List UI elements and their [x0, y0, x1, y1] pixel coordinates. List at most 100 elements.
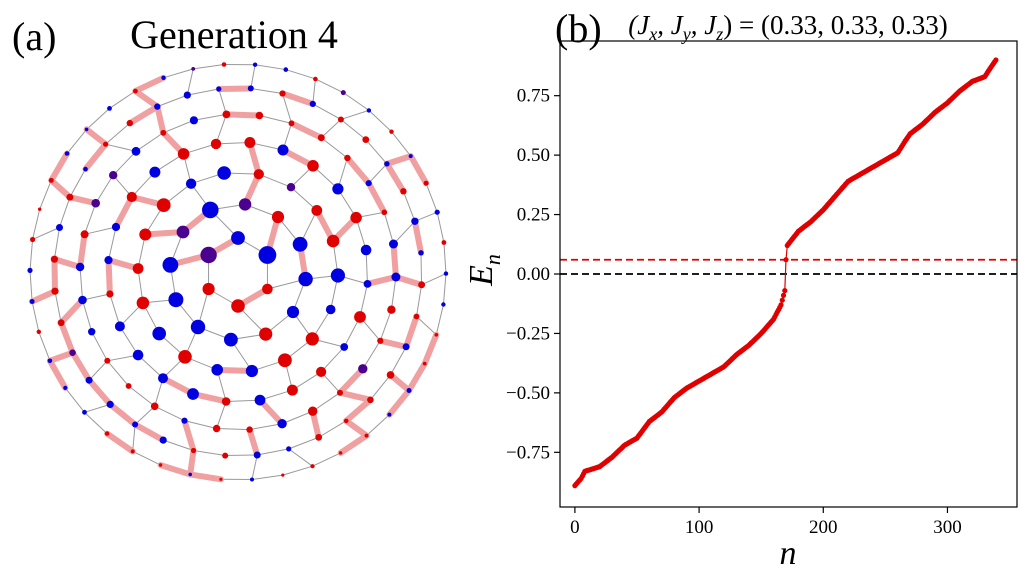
lattice-site	[389, 239, 398, 249]
bond	[135, 132, 164, 152]
bond	[187, 88, 219, 96]
lattice-site	[176, 225, 190, 239]
lattice-site	[190, 447, 197, 454]
bond	[281, 410, 313, 425]
bond	[259, 114, 292, 124]
highlight-bond	[48, 150, 71, 184]
lattice-site	[27, 267, 33, 273]
lattice-site	[181, 417, 188, 424]
highlight-bond	[104, 430, 136, 455]
lattice-site	[210, 138, 222, 150]
lattice-site	[133, 88, 138, 94]
highlight-bond	[29, 288, 59, 305]
lattice-site	[222, 452, 229, 459]
lattice-site	[114, 321, 125, 332]
panel-a-label: (a)	[12, 14, 56, 59]
bond	[343, 92, 370, 111]
lattice-highlight-bonds	[29, 74, 440, 483]
lattice-site	[162, 257, 179, 273]
bond	[58, 196, 71, 228]
bond	[383, 212, 394, 245]
lattice-site	[136, 296, 150, 310]
bond	[186, 68, 194, 96]
lattice-site	[168, 292, 184, 308]
bond	[128, 385, 156, 407]
bond	[416, 316, 437, 336]
lattice-site	[36, 329, 41, 334]
bond	[29, 270, 33, 302]
x-axis-label: n	[780, 535, 797, 572]
highlight-bond	[390, 241, 399, 280]
lattice-site	[111, 222, 121, 232]
lattice-site	[106, 290, 114, 298]
lattice-site	[152, 326, 166, 341]
bond	[39, 180, 52, 210]
lattice-site	[132, 349, 144, 361]
lattice-site	[104, 256, 113, 265]
lattice-site	[316, 366, 327, 377]
lattice-site	[56, 224, 63, 231]
bond	[288, 436, 319, 450]
bond	[108, 226, 117, 261]
bond	[391, 131, 412, 157]
bond	[390, 346, 407, 376]
highlight-bond	[383, 160, 407, 195]
energy-point	[778, 302, 784, 308]
bond	[258, 173, 292, 188]
lattice-site	[400, 188, 407, 195]
lattice-site	[126, 119, 133, 127]
lattice-site	[255, 111, 264, 120]
bond	[64, 387, 85, 413]
lattice-site	[292, 236, 308, 252]
lattice-site	[298, 271, 313, 287]
lattice-site	[84, 127, 89, 132]
bond	[257, 448, 289, 456]
lattice-site	[245, 364, 258, 378]
y-tick-label: 0.50	[517, 145, 550, 166]
bond	[193, 450, 226, 457]
highlight-bond	[365, 180, 388, 216]
lattice-site	[434, 209, 440, 215]
bond	[38, 331, 51, 362]
highlight-bond	[66, 194, 99, 207]
bond	[366, 414, 390, 436]
lattice-site	[402, 343, 410, 351]
bond	[154, 405, 185, 422]
lattice-site	[29, 236, 36, 243]
bond	[443, 242, 447, 274]
lattice-site	[57, 319, 65, 327]
lattice-site	[200, 246, 217, 264]
lattice-site	[83, 166, 88, 172]
lattice-site	[216, 86, 222, 92]
lattice-site	[288, 120, 295, 127]
bond	[226, 399, 261, 402]
bond	[318, 420, 347, 438]
bond	[442, 273, 447, 305]
lattice-site	[125, 383, 132, 389]
lattice-site	[247, 85, 254, 92]
lattice-site	[221, 397, 231, 406]
lattice-site	[51, 287, 59, 295]
lattice-site	[211, 364, 223, 376]
y-tick-label: −0.25	[506, 323, 550, 344]
highlight-bond	[257, 397, 286, 427]
bond	[425, 182, 438, 213]
lattice-site	[310, 464, 315, 469]
highlight-bond	[246, 139, 262, 178]
bond	[193, 113, 227, 121]
bond	[255, 64, 286, 71]
highlight-bond	[157, 462, 194, 478]
y-tick-label: 0.25	[517, 205, 550, 226]
bond	[54, 291, 62, 323]
lattice-diagram	[27, 62, 449, 483]
lattice-site	[367, 396, 374, 404]
lattice-site	[364, 433, 369, 438]
highlight-bond	[105, 257, 113, 298]
lattice-site	[381, 209, 388, 216]
highlight-bond	[187, 471, 224, 483]
highlight-bond	[46, 349, 76, 364]
bond	[112, 150, 137, 176]
bond	[435, 304, 444, 335]
lattice-site	[187, 388, 199, 400]
